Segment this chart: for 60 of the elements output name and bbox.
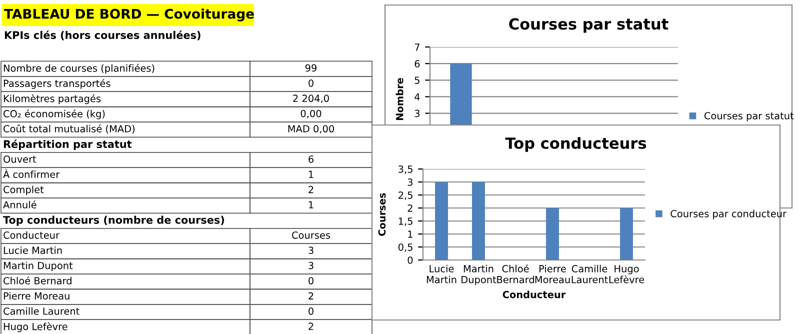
chart-title: Top conducteurs [505,137,646,152]
text: TABLEAU DE BORD — Covoiturage [4,8,254,22]
text: 0 [308,79,314,87]
x-tick-label: Hugo Lefèvre [609,265,644,284]
y-tick-label: 0 [408,256,413,264]
text: 2 204,0 [293,94,329,104]
y-tick-label: 2,5 [398,191,412,200]
text: 2 [308,186,314,194]
y-axis-title: Nombre [396,78,404,120]
y-tick-label: 3 [408,178,412,186]
x-tick-label: Martin Dupont [462,264,496,286]
legend-label: Courses par conducteur [670,210,787,220]
y-tick-label: 1,5 [398,218,412,226]
category-label: Annulé [3,200,36,208]
category-label: Kilomètres partagés [4,94,101,104]
legend-label: Courses par statut [704,112,794,122]
y-tick-label: 4 [414,93,420,100]
text: 2 [308,292,314,300]
text: 6 [308,155,314,163]
text: 3 [308,246,314,254]
text: 1 [308,170,314,178]
x-tick-label: Lucie Martin [426,264,456,284]
category-label: Top conducteurs (nombre de courses) [3,216,224,226]
text: 3 [308,262,314,270]
category-label: Lucie Martin [4,246,62,254]
x-axis-title: Conducteur [502,290,566,298]
category-label: Camille Laurent [4,307,80,315]
category-label: Coût total mutualisé (MAD) [4,124,134,134]
y-axis-title: Courses [378,193,386,236]
text: KPIs clés (hors courses annulées) [4,30,200,40]
category-label: Pierre Moreau [4,292,70,300]
y-tick-label: 0,5 [398,243,412,252]
text: 0 [308,277,314,284]
category-label: À confirmer [3,168,60,178]
category-label: Conducteur [4,231,60,239]
category-label: Nombre de courses (planifiées) [4,64,154,74]
chart-title: Courses par statut [509,18,668,33]
text: 1 [308,201,314,208]
category-label: CO₂ économisée (kg) [4,110,105,120]
category-label: Passagers transportés [4,79,110,89]
y-tick-label: 3 [414,110,420,118]
category-label: Hugo Lefèvre [4,322,68,332]
category-label: Ouvert [4,155,36,163]
text: 0,00 [300,110,322,118]
y-tick-label: 5 [414,76,420,84]
text: 99 [305,64,316,72]
text: Courses [292,231,330,239]
y-tick-label: 2 [408,204,412,212]
text: MAD 0,00 [288,125,334,134]
category-label: Répartition par statut [4,140,132,150]
y-tick-label: 6 [414,60,420,68]
x-tick-label: Camille Laurent [572,264,608,284]
y-tick-label: 7 [414,44,420,51]
x-tick-label: Chloé Bernard [497,264,534,284]
x-tick-label: Pierre Moreau [535,264,570,284]
text: 2 [308,322,314,330]
category-label: Complet [4,186,44,196]
text: 0 [308,307,314,315]
y-tick-label: 3,5 [398,165,412,174]
y-tick-label: 1 [408,230,412,238]
